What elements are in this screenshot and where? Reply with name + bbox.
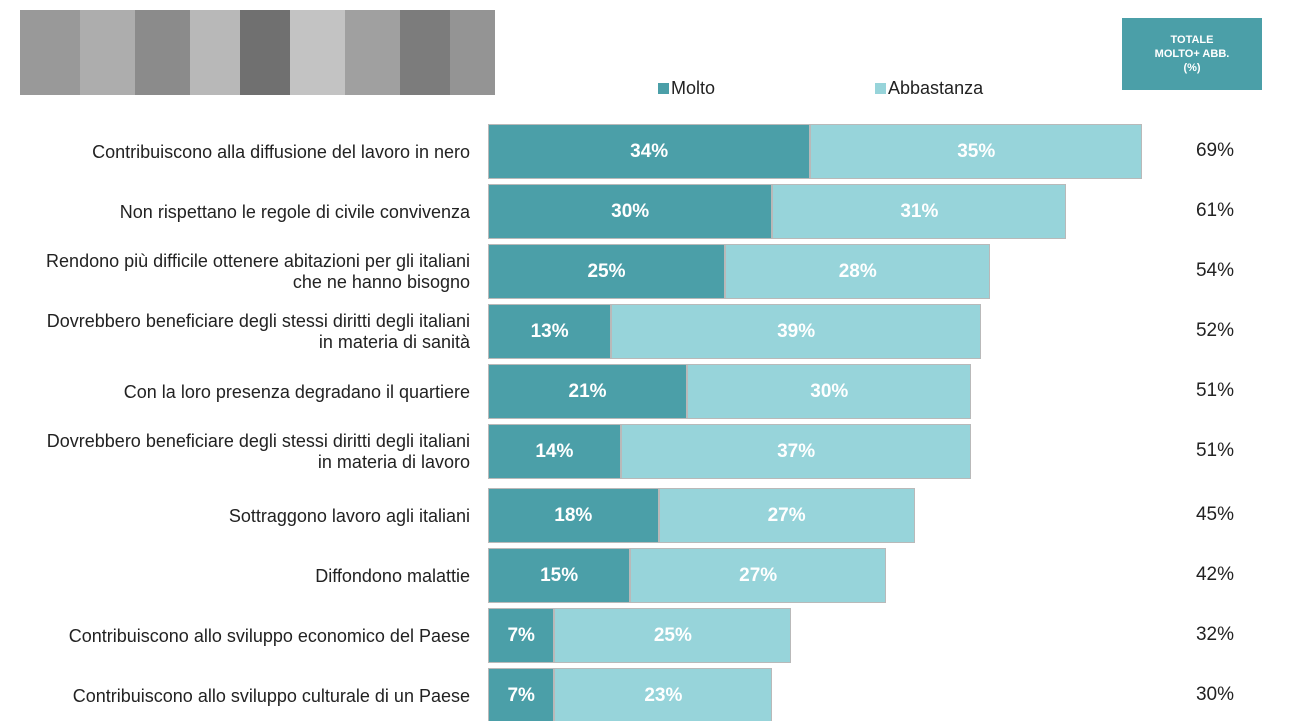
category-label: Contribuiscono allo sviluppo culturale d… xyxy=(72,685,470,706)
total-label: 52% xyxy=(1195,320,1235,341)
bar-segment: 7% xyxy=(488,668,555,721)
data-label: 13% xyxy=(530,320,569,342)
bar-segment: 27% xyxy=(630,548,887,603)
total-label: 42% xyxy=(1195,564,1235,585)
legend-swatch xyxy=(875,83,887,94)
bar-segment: 13% xyxy=(488,304,612,359)
data-label: 31% xyxy=(900,200,939,222)
data-label: 18% xyxy=(554,504,593,526)
bar-segment: 31% xyxy=(772,184,1067,239)
bar-segment: 7% xyxy=(488,608,555,663)
data-label: 14% xyxy=(535,440,574,462)
data-label: 25% xyxy=(587,260,626,282)
data-label: 28% xyxy=(838,260,877,282)
total-label: 32% xyxy=(1195,624,1235,645)
bar-segment: 30% xyxy=(488,184,773,239)
totals-header: TOTALE MOLTO+ ABB. (%) xyxy=(1122,18,1262,90)
data-label: 23% xyxy=(644,684,683,706)
data-label: 7% xyxy=(507,624,535,646)
data-label: 30% xyxy=(611,200,650,222)
data-label: 15% xyxy=(540,564,579,586)
bar-segment: 27% xyxy=(658,488,915,543)
category-label: Dovrebbero beneficiare degli stessi diri… xyxy=(46,431,470,472)
total-label: 69% xyxy=(1195,140,1235,161)
legend-label: Abbastanza xyxy=(888,78,984,98)
total-label: 54% xyxy=(1195,260,1235,281)
data-label: 7% xyxy=(507,684,535,706)
category-label: Diffondono malattie xyxy=(315,565,470,586)
category-label: Non rispettano le regole di civile convi… xyxy=(119,201,470,222)
legend-item: Molto xyxy=(658,78,715,99)
data-label: 35% xyxy=(957,140,996,162)
bar-segment: 23% xyxy=(554,668,773,721)
bar-segment: 39% xyxy=(611,304,981,359)
category-label: Contribuiscono alla diffusione del lavor… xyxy=(92,141,470,162)
bar-segment: 35% xyxy=(810,124,1143,179)
legend-label: Molto xyxy=(671,78,716,98)
bar-segment: 25% xyxy=(488,244,725,299)
bar-segment: 21% xyxy=(488,364,688,419)
bar-segment: 25% xyxy=(554,608,792,663)
bar-segment: 28% xyxy=(725,244,991,299)
category-label: Rendono più difficile ottenere abitazion… xyxy=(46,251,470,292)
total-label: 30% xyxy=(1195,684,1235,705)
data-label: 34% xyxy=(630,140,669,162)
bar-segment: 18% xyxy=(488,488,659,543)
total-label: 51% xyxy=(1195,380,1235,401)
bar-segment: 14% xyxy=(488,424,621,479)
data-label: 27% xyxy=(739,564,778,586)
legend-item: Abbastanza xyxy=(875,78,983,99)
category-label: Contribuiscono allo sviluppo economico d… xyxy=(68,625,470,646)
category-label: Con la loro presenza degradano il quarti… xyxy=(123,381,470,402)
data-label: 37% xyxy=(777,440,816,462)
total-label: 51% xyxy=(1195,440,1235,461)
photo-strip xyxy=(20,10,495,95)
data-label: 25% xyxy=(653,624,692,646)
total-label: 45% xyxy=(1195,504,1235,525)
category-label: Dovrebbero beneficiare degli stessi diri… xyxy=(46,311,470,352)
bar-segment: 15% xyxy=(488,548,631,603)
category-label: Sottraggono lavoro agli italiani xyxy=(228,505,470,526)
legend-swatch xyxy=(658,83,669,94)
data-label: 30% xyxy=(810,380,849,402)
bar-segment: 30% xyxy=(687,364,972,419)
bar-segment: 34% xyxy=(488,124,811,179)
legend: Molto Abbastanza xyxy=(658,78,983,99)
bar-segment: 37% xyxy=(620,424,972,479)
data-label: 27% xyxy=(767,504,806,526)
data-label: 39% xyxy=(777,320,816,342)
data-label: 21% xyxy=(568,380,607,402)
total-label: 61% xyxy=(1195,200,1235,221)
